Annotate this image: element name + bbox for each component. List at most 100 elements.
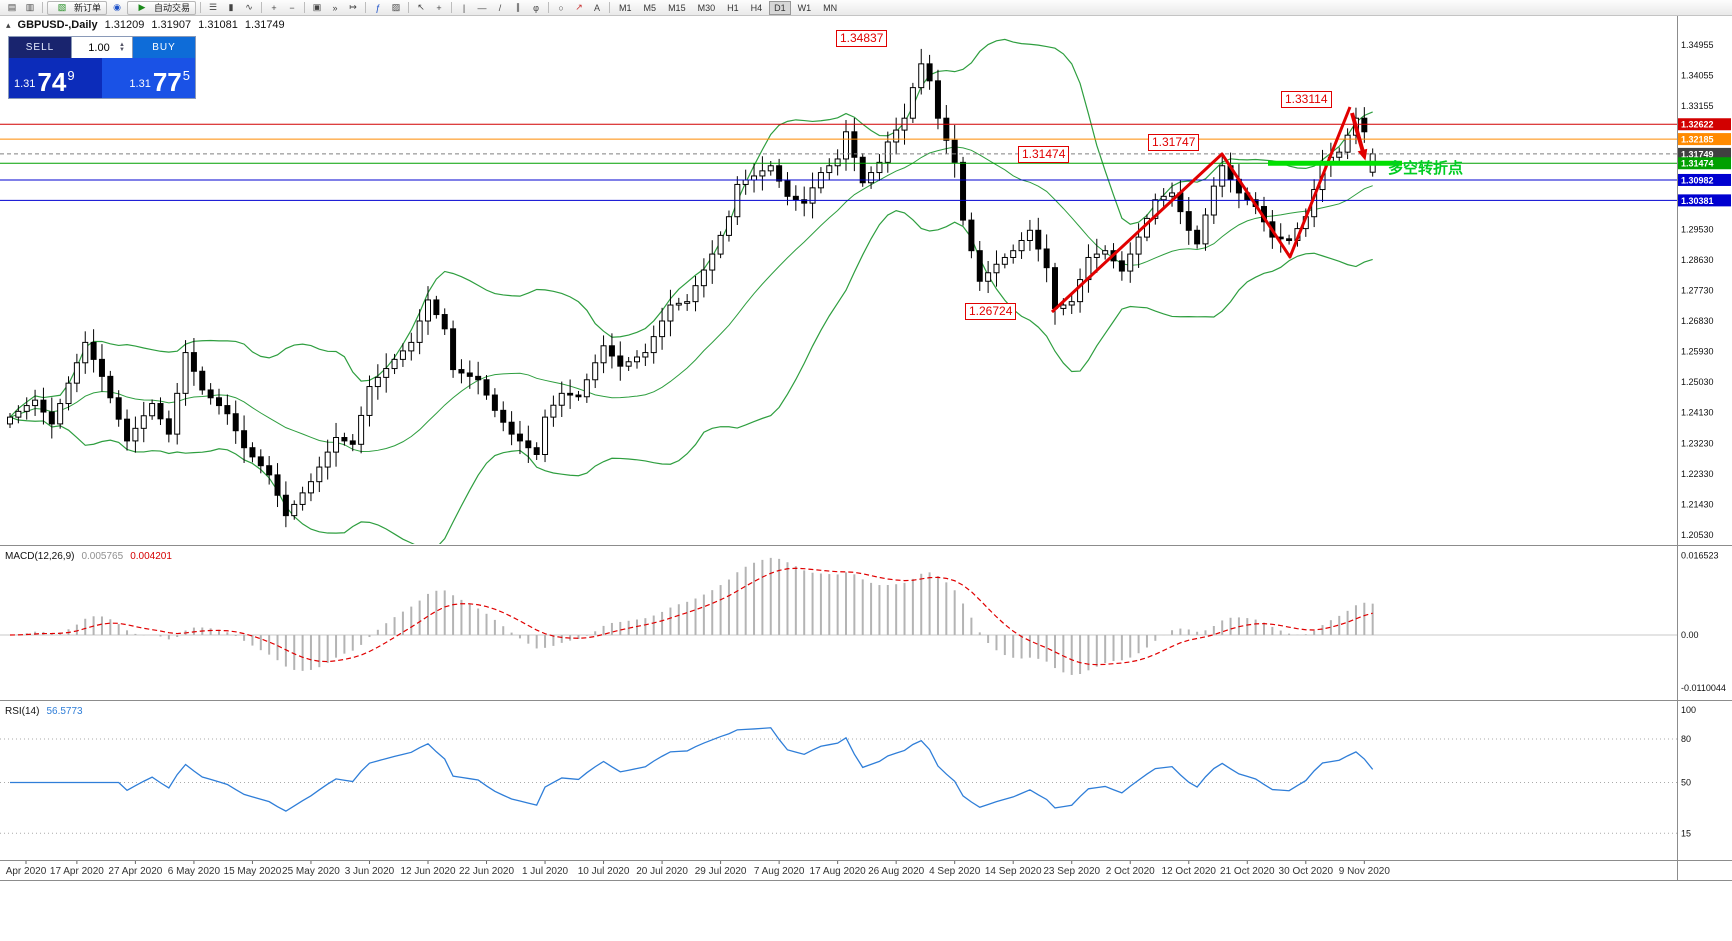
candle (57, 403, 64, 425)
volume-spinner[interactable]: ▲ ▼ (119, 41, 125, 53)
rsi-tick: 100 (1681, 705, 1696, 715)
new-order-button[interactable]: ▧ 新订单 (47, 0, 108, 15)
fibonacci-icon[interactable]: φ (533, 2, 539, 13)
candle (960, 161, 967, 221)
chart-shift-icon[interactable]: ↦ (349, 2, 357, 12)
indicators-icon[interactable]: ƒ (375, 2, 381, 13)
line-chart-icon[interactable]: ∿ (245, 2, 253, 12)
timeframe-D1[interactable]: D1 (769, 0, 791, 15)
tile-windows-icon[interactable]: ▣ (312, 2, 322, 12)
date-tick: 4 Sep 2020 (929, 866, 981, 877)
candle (667, 304, 674, 322)
svg-text:1.32622: 1.32622 (1681, 120, 1714, 130)
candle (399, 350, 406, 360)
candle (759, 170, 766, 177)
timeframe-M30[interactable]: M30 (697, 2, 716, 13)
candle (776, 165, 783, 182)
price-annotation[interactable]: 1.34837 (836, 30, 888, 47)
horizontal-line-icon[interactable]: — (477, 2, 487, 13)
price-annotation[interactable]: 1.33114 (1281, 91, 1332, 108)
cursor-icon[interactable]: ↖ (417, 2, 425, 12)
sell-price-pips: 74 (37, 67, 67, 97)
price-tick: 1.33155 (1681, 101, 1714, 111)
candle (1060, 304, 1067, 309)
price-annotation[interactable]: 1.31474 (1018, 146, 1070, 163)
auto-scroll-icon[interactable]: » (332, 2, 338, 13)
candle (634, 356, 640, 363)
candle (333, 437, 340, 453)
candle (425, 299, 431, 322)
equidistant-channel-icon[interactable]: ∥ (515, 2, 521, 12)
candle (575, 394, 582, 398)
candle (98, 358, 105, 377)
buy-price-display[interactable]: 1.31 77 5 (102, 58, 195, 98)
candle (742, 179, 749, 185)
symbol-period: GBPUSD-,Daily (17, 19, 98, 31)
candle (868, 172, 875, 184)
new-chart-icon[interactable]: ▤ (7, 2, 17, 12)
candle (190, 352, 197, 372)
rsi-line (10, 727, 1374, 812)
candle (583, 379, 590, 398)
crosshair-icon[interactable]: + (436, 2, 442, 13)
price-annotation[interactable]: 1.31747 (1148, 134, 1200, 151)
timeframe-W1[interactable]: W1 (797, 2, 812, 13)
turning-point-note[interactable]: 多空转折点 (1388, 160, 1464, 177)
candle (558, 392, 565, 406)
date-tick: 10 Jul 2020 (578, 866, 630, 877)
candle (943, 117, 950, 141)
sell-price-display[interactable]: 1.31 74 9 (9, 58, 102, 98)
candle (1018, 239, 1025, 252)
macd-histogram (17, 557, 1374, 675)
zoom-out-icon[interactable]: − (289, 2, 295, 13)
candle (1127, 253, 1134, 272)
bar-chart-icon[interactable]: ☰ (208, 2, 218, 12)
price-tick: 1.34955 (1681, 40, 1714, 50)
trend-zigzag[interactable] (1050, 106, 1352, 314)
price-tick: 1.22330 (1681, 469, 1714, 479)
candle (809, 187, 816, 204)
chart-profiles-icon[interactable]: ▥ (25, 2, 35, 12)
date-tick: 25 May 2020 (282, 866, 340, 877)
sell-button[interactable]: SELL (9, 37, 71, 58)
spinner-up-icon[interactable]: ▲ (119, 41, 125, 48)
candle (48, 411, 55, 425)
candle (1152, 199, 1159, 219)
spinner-down-icon[interactable]: ▼ (119, 46, 125, 53)
one-click-collapse-icon[interactable]: ▴ (6, 19, 11, 30)
autotrading-button[interactable]: ▶ 自动交易 (127, 0, 197, 15)
candle (124, 418, 131, 442)
buy-button[interactable]: BUY (133, 37, 195, 58)
vertical-line-icon[interactable]: | (462, 2, 466, 13)
candlestick-chart-icon[interactable]: ▮ (228, 2, 234, 12)
date-tick: 17 Aug 2020 (810, 866, 867, 877)
timeframe-H1[interactable]: H1 (727, 2, 739, 13)
rsi-tick: 80 (1681, 734, 1691, 744)
trendline-icon[interactable]: / (498, 2, 502, 13)
price-annotation[interactable]: 1.26724 (965, 303, 1017, 320)
ohlc-close: 1.31749 (244, 19, 285, 31)
down-arrow[interactable] (1350, 112, 1365, 153)
candle (466, 372, 473, 377)
candle (408, 341, 415, 352)
timeframe-M15[interactable]: M15 (668, 2, 686, 13)
candles (7, 48, 1376, 528)
timeframe-H4[interactable]: H4 (750, 2, 763, 13)
arrows-icon[interactable]: ↗ (575, 2, 583, 12)
timeframe-M1[interactable]: M1 (619, 2, 632, 13)
templates-icon[interactable]: ▨ (391, 2, 401, 12)
candle (859, 156, 866, 184)
price-tick: 1.25030 (1681, 377, 1714, 387)
macd-signal-line (9, 567, 1373, 666)
zoom-in-icon[interactable]: + (271, 2, 277, 13)
timeframe-MN[interactable]: MN (823, 2, 838, 13)
candle (1135, 236, 1142, 255)
shapes-icon[interactable]: ○ (558, 2, 564, 13)
sell-price-pip: 9 (67, 68, 75, 83)
volume-input[interactable] (79, 41, 120, 54)
market-watch-icon[interactable]: ◉ (113, 2, 121, 12)
candle (1052, 267, 1058, 309)
timeframe-M5[interactable]: M5 (643, 2, 657, 13)
text-label-icon[interactable]: A (594, 2, 601, 13)
